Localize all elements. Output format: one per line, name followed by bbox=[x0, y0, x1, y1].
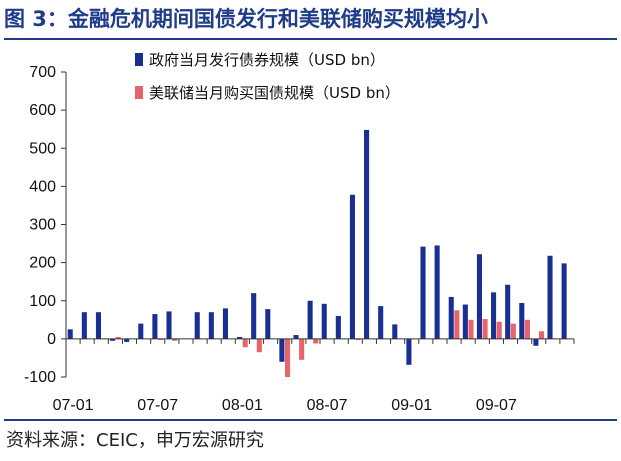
issuance-bar-09-03 bbox=[434, 245, 440, 339]
issuance-bar-09-07 bbox=[491, 292, 497, 339]
title-divider bbox=[4, 38, 617, 40]
issuance-bar-08-09 bbox=[349, 194, 355, 339]
issuance-bar-07-10 bbox=[194, 312, 200, 339]
y-tick-label: 600 bbox=[29, 102, 56, 119]
purchase-bar-07-08 bbox=[172, 338, 178, 341]
footer-divider bbox=[4, 419, 617, 421]
y-tick-label: 400 bbox=[29, 178, 56, 195]
y-tick-label: -100 bbox=[24, 369, 56, 386]
issuance-bar-07-01 bbox=[67, 329, 73, 339]
y-tick-label: 700 bbox=[29, 64, 56, 81]
x-tick-label: 09-01 bbox=[391, 397, 432, 414]
purchase-bar-09-08 bbox=[510, 323, 516, 339]
purchase-bar-09-10 bbox=[539, 331, 545, 339]
bar-layer bbox=[67, 129, 567, 378]
y-tick-label: 300 bbox=[29, 217, 56, 234]
purchase-bar-08-02 bbox=[256, 338, 262, 353]
issuance-bar-09-10 bbox=[533, 338, 539, 346]
purchase-bar-09-06 bbox=[482, 319, 488, 339]
issuance-bar-09-05 bbox=[462, 304, 468, 339]
issuance-bar-09-06 bbox=[476, 254, 482, 339]
x-tick-label: 07-07 bbox=[137, 397, 178, 414]
chart-title: 图 3：金融危机期间国债发行和美联储购买规模均小 bbox=[4, 7, 488, 31]
issuance-bar-07-07 bbox=[152, 314, 158, 339]
purchase-bar-09-05 bbox=[468, 319, 474, 339]
issuance-bar-09-02 bbox=[420, 246, 426, 339]
issuance-bar-08-01 bbox=[237, 336, 243, 339]
issuance-bar-07-03 bbox=[95, 312, 101, 339]
issuance-bar-08-10 bbox=[364, 129, 370, 339]
issuance-bar-08-05 bbox=[293, 335, 299, 339]
purchase-bar-09-07 bbox=[496, 321, 502, 339]
issuance-bar-08-12 bbox=[392, 324, 398, 339]
issuance-bar-08-07 bbox=[321, 303, 327, 339]
source-note: 资料来源：CEIC，申万宏源研究 bbox=[6, 430, 264, 451]
y-tick-label: 500 bbox=[29, 140, 56, 157]
issuance-bar-07-02 bbox=[81, 312, 87, 339]
bar-chart: -100 0 100 200 300 400 500 600 700 07-01 07-07 08-0… bbox=[24, 51, 575, 414]
purchase-bar-09-09 bbox=[524, 319, 530, 339]
issuance-bar-08-11 bbox=[378, 306, 384, 339]
y-tick-label: 0 bbox=[47, 331, 56, 348]
issuance-bar-08-02 bbox=[251, 293, 257, 339]
x-tick-label: 08-07 bbox=[307, 397, 348, 414]
legend-issuance-swatch bbox=[135, 53, 143, 66]
y-tick-label: 200 bbox=[29, 255, 56, 272]
purchase-bar-08-06 bbox=[313, 338, 319, 344]
issuance-bar-08-03 bbox=[265, 309, 271, 339]
issuance-bar-08-06 bbox=[307, 300, 313, 339]
purchase-bar-08-01 bbox=[242, 338, 248, 348]
issuance-bar-07-08 bbox=[166, 311, 172, 339]
issuance-bar-09-01 bbox=[406, 338, 412, 365]
issuance-bar-09-09 bbox=[519, 303, 525, 339]
issuance-bar-08-04 bbox=[279, 338, 285, 362]
purchase-bar-08-04 bbox=[285, 338, 291, 378]
purchase-bar-07-07 bbox=[158, 338, 164, 341]
legend-purchase-label: 美联储当月购买国债规模（USD bn） bbox=[149, 84, 400, 102]
purchase-bar-08-09 bbox=[355, 338, 361, 341]
legend-issuance-label: 政府当月发行债券规模（USD bn） bbox=[149, 51, 385, 69]
y-tick-label: 100 bbox=[29, 293, 56, 310]
x-tick-label: 07-01 bbox=[53, 397, 94, 414]
issuance-bar-09-12 bbox=[561, 263, 567, 339]
issuance-bar-09-08 bbox=[505, 284, 511, 339]
issuance-bar-07-05 bbox=[124, 338, 130, 342]
axes-layer: -100 0 100 200 300 400 500 600 700 07-01 07-07 08-0… bbox=[24, 64, 575, 414]
legend-purchase-swatch bbox=[135, 86, 143, 99]
purchase-bar-08-05 bbox=[299, 338, 305, 360]
issuance-bar-09-11 bbox=[547, 255, 553, 339]
issuance-bar-07-04 bbox=[110, 338, 116, 341]
issuance-bar-07-06 bbox=[138, 323, 144, 339]
purchase-bar-09-04 bbox=[454, 310, 460, 339]
chart-legend: 政府当月发行债券规模（USD bn） 美联储当月购买国债规模（USD bn） bbox=[135, 51, 400, 102]
x-tick-label: 08-01 bbox=[222, 397, 263, 414]
issuance-bar-08-08 bbox=[335, 316, 341, 339]
issuance-bar-09-04 bbox=[448, 296, 454, 339]
x-tick-label: 09-07 bbox=[476, 397, 517, 414]
purchase-bar-07-04 bbox=[115, 336, 121, 339]
issuance-bar-07-12 bbox=[222, 308, 228, 339]
issuance-bar-07-11 bbox=[208, 312, 214, 339]
